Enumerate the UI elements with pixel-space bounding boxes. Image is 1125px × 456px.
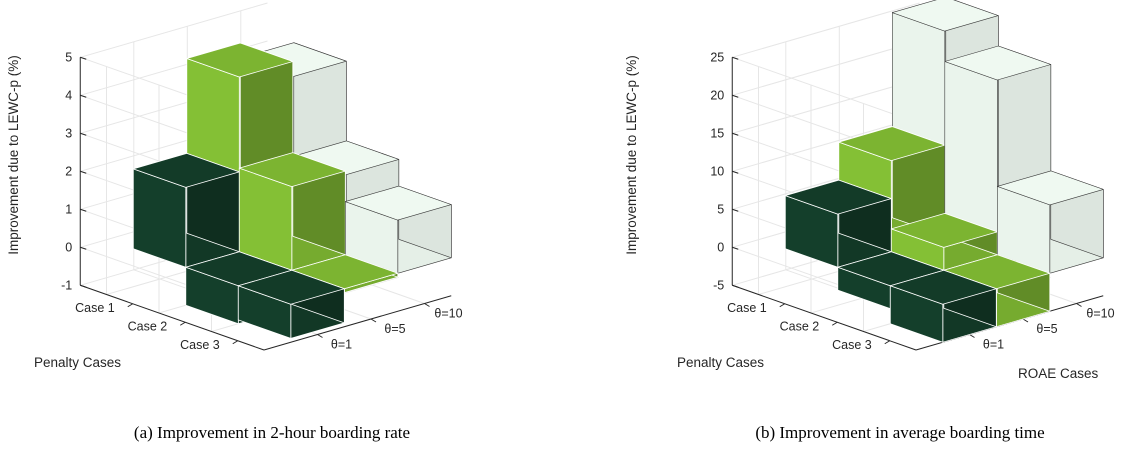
y-axis-label: Penalty Cases: [677, 355, 764, 370]
y-tick-label: Case 2: [780, 319, 820, 333]
bar-top-face: [996, 170, 1104, 206]
z-tick-label: 15: [710, 126, 724, 140]
chart-panel-b: -5 0 5 10 15 20 25 Case 1 Case 2 Case 3 θ=1 θ=5 θ=10…: [624, 0, 1115, 442]
x-tick: [969, 334, 975, 338]
y-tick-label: Case 1: [727, 301, 767, 315]
x-tick: [1076, 303, 1082, 307]
x-tick: [317, 334, 323, 338]
z-tick: [80, 284, 87, 288]
z-tick-label: 10: [710, 164, 724, 178]
z-tick: [732, 56, 739, 60]
bar-case-1-col-1: [132, 152, 240, 268]
z-tick-label: 25: [710, 50, 724, 64]
z-tick-label: 5: [65, 50, 72, 64]
x-axis-line: [263, 295, 452, 351]
y-tick-label: Case 2: [128, 319, 168, 333]
z-axis-label: Improvement due to LEWC-p (%): [6, 55, 21, 255]
y-axis-line: [80, 284, 265, 351]
bar-case-1-col-1: [784, 179, 892, 268]
bar-case-3-col-1: [237, 269, 345, 339]
bar-case-3-col-3: [996, 170, 1104, 274]
y-tick: [127, 303, 134, 308]
z-tick-label: 0: [65, 240, 72, 254]
z-tick: [732, 132, 739, 136]
z-tick-label: -5: [713, 278, 724, 292]
z-tick: [80, 94, 87, 98]
bar-top-face: [784, 179, 892, 215]
bar-case-3-col-3: [344, 185, 452, 274]
y-tick-label: Case 3: [180, 338, 220, 352]
z-tick-label: 4: [65, 88, 72, 102]
bars: [132, 42, 452, 339]
x-tick-label: θ=10: [1086, 307, 1114, 321]
x-tick-label: θ=1: [331, 338, 352, 352]
y-axis-label: Penalty Cases: [34, 355, 121, 370]
x-tick: [1022, 318, 1029, 323]
bar-case-2-col-2: [238, 152, 346, 271]
y-tick: [831, 321, 838, 326]
z-axis-label: Improvement due to LEWC-p (%): [624, 55, 639, 255]
axes: -5 0 5 10 15 20 25 Case 1 Case 2 Case 3 θ=1 θ=5 θ=10…: [624, 50, 1115, 381]
z-tick-label: 2: [65, 164, 72, 178]
x-tick-label: θ=5: [384, 322, 405, 336]
bar-top-face: [344, 185, 452, 221]
x-tick-label: θ=5: [1036, 322, 1057, 336]
z-tick: [80, 56, 87, 60]
bar-case-2-col-2: [890, 212, 998, 271]
z-tick: [80, 132, 87, 136]
z-tick: [732, 246, 739, 250]
z-tick: [80, 170, 87, 174]
x-tick-label: θ=10: [434, 307, 462, 321]
z-tick-label: 20: [710, 88, 724, 102]
bar-top-face: [237, 269, 345, 305]
y-tick-label: Case 3: [832, 338, 872, 352]
z-tick-label: 0: [717, 240, 724, 254]
z-tick-label: 5: [717, 202, 724, 216]
y-tick-label: Case 1: [75, 301, 115, 315]
z-tick-label: 3: [65, 126, 72, 140]
bar-top-face: [238, 152, 346, 188]
x-tick-label: θ=1: [983, 338, 1004, 352]
bars: [784, 0, 1104, 343]
x-tick: [370, 318, 377, 323]
z-tick: [732, 170, 739, 174]
y-tick: [779, 303, 786, 308]
z-tick: [732, 208, 739, 212]
chart-panel-a: -1 0 1 2 3 4 5 Case 1 Case 2 Case 3 θ=1 θ=5 θ=10 Impr…: [6, 2, 463, 442]
z-tick: [732, 94, 739, 98]
y-axis-line: [732, 284, 917, 351]
caption: (b) Improvement in average boarding time: [755, 423, 1044, 442]
y-tick: [884, 340, 891, 345]
bar-case-3-col-1: [889, 269, 997, 343]
bar-top-face: [890, 212, 998, 248]
bar-top-face: [132, 152, 240, 188]
bar-top-face: [838, 126, 946, 162]
bar-top-face: [889, 269, 997, 305]
bar-top-face: [891, 0, 999, 32]
z-tick: [80, 208, 87, 212]
z-tick-label: -1: [61, 278, 72, 292]
x-tick: [424, 303, 430, 307]
z-tick: [732, 284, 739, 288]
z-tick: [80, 246, 87, 250]
caption: (a) Improvement in 2-hour boarding rate: [134, 423, 410, 442]
axes: -1 0 1 2 3 4 5 Case 1 Case 2 Case 3 θ=1 θ=5 θ=10 Impr…: [6, 50, 463, 370]
y-tick: [232, 340, 239, 345]
z-tick-label: 1: [65, 202, 72, 216]
bar-top-face: [944, 45, 1052, 81]
x-axis-label: ROAE Cases: [1018, 366, 1099, 381]
y-tick: [179, 321, 186, 326]
bar-top-face: [186, 42, 294, 78]
